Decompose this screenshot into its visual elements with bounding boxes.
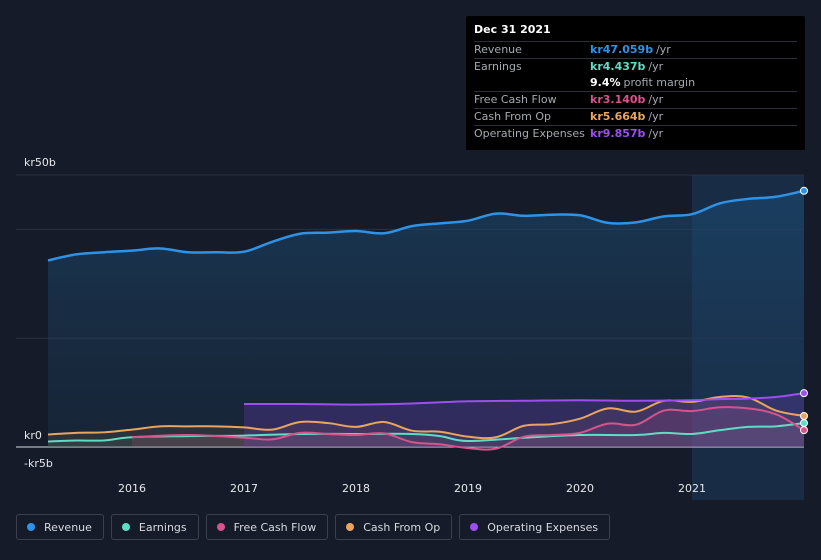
tooltip-row: Cash From Op kr5.664b/yr bbox=[474, 108, 797, 125]
tooltip-value: 9.4% bbox=[590, 76, 621, 89]
tooltip-row: Free Cash Flow kr3.140b/yr bbox=[474, 91, 797, 108]
area-free-cash-flow bbox=[132, 407, 804, 450]
tooltip-row: Earnings kr4.437b/yr bbox=[474, 58, 797, 75]
legend-item-free-cash-flow[interactable]: Free Cash Flow bbox=[205, 514, 329, 540]
x-tick-label: 2018 bbox=[342, 482, 370, 495]
tooltip-unit: /yr bbox=[648, 110, 664, 123]
x-axis-ticks: 2016 2017 2018 2019 2020 2021 bbox=[118, 482, 706, 495]
tooltip-label: Cash From Op bbox=[474, 110, 552, 123]
end-marker-cash-from-op bbox=[800, 411, 808, 420]
x-tick-label: 2019 bbox=[454, 482, 482, 495]
tooltip-label bbox=[474, 75, 590, 91]
tooltip-label: Earnings bbox=[474, 60, 522, 73]
tooltip-value: kr3.140b bbox=[590, 93, 646, 106]
tooltip-value: kr4.437b bbox=[590, 60, 646, 73]
tooltip-value: kr47.059b bbox=[590, 43, 654, 56]
chart: kr50b kr0 -kr5b 2016 2017 2018 2019 2020 2021 bbox=[16, 156, 808, 500]
legend-item-revenue[interactable]: Revenue bbox=[16, 514, 104, 540]
legend-dot-icon bbox=[346, 523, 355, 531]
y-axis-ticks: kr50b kr0 -kr5b bbox=[24, 156, 56, 470]
tooltip-row: Revenue kr47.059b/yr bbox=[474, 41, 797, 58]
tooltip-row: Operating Expenses kr9.857b/yr bbox=[474, 125, 797, 142]
legend-label: Revenue bbox=[44, 520, 92, 534]
tooltip-unit: /yr bbox=[656, 43, 671, 56]
legend-dot-icon bbox=[216, 523, 225, 531]
end-marker-earnings bbox=[800, 419, 808, 428]
tooltip-date: Dec 31 2021 bbox=[474, 23, 551, 36]
chart-legend: Revenue Earnings Free Cash Flow Cash From O… bbox=[16, 514, 611, 540]
tooltip-value: kr5.664b bbox=[590, 110, 646, 123]
tooltip-unit: profit margin bbox=[623, 76, 696, 89]
y-tick-label: kr0 bbox=[24, 429, 42, 442]
x-tick-label: 2020 bbox=[566, 482, 594, 495]
y-tick-label: kr50b bbox=[24, 156, 56, 169]
line-revenue bbox=[47, 189, 805, 262]
tooltip-unit: /yr bbox=[648, 60, 664, 73]
tooltip-label: Revenue bbox=[474, 43, 522, 56]
legend-label: Earnings bbox=[138, 520, 187, 534]
legend-item-cash-from-op[interactable]: Cash From Op bbox=[335, 514, 453, 540]
x-tick-label: 2017 bbox=[230, 482, 258, 495]
tooltip-label: Operating Expenses bbox=[474, 127, 585, 140]
legend-label: Cash From Op bbox=[363, 520, 441, 534]
x-tick-label: 2016 bbox=[118, 482, 146, 495]
data-tooltip: Dec 31 2021 Revenue kr47.059b/yr Earnings k… bbox=[466, 16, 805, 150]
series-end-markers bbox=[800, 186, 808, 435]
x-tick-label: 2021 bbox=[678, 482, 706, 495]
end-marker-free-cash-flow bbox=[800, 426, 808, 435]
series-lines bbox=[47, 189, 805, 451]
end-marker-operating-expenses bbox=[800, 389, 808, 398]
legend-dot-icon bbox=[470, 523, 479, 531]
tooltip-label: Free Cash Flow bbox=[474, 93, 557, 106]
tooltip-rows: Revenue kr47.059b/yr Earnings kr4.437b/yr 9.… bbox=[474, 41, 797, 142]
legend-item-earnings[interactable]: Earnings bbox=[110, 514, 199, 540]
y-tick-label: -kr5b bbox=[24, 457, 53, 470]
tooltip-unit: /yr bbox=[648, 93, 664, 106]
legend-dot-icon bbox=[27, 523, 35, 531]
area-revenue bbox=[48, 190, 804, 447]
tooltip-row: 9.4% profit margin bbox=[474, 75, 797, 91]
tooltip-unit: /yr bbox=[648, 127, 664, 140]
legend-label: Operating Expenses bbox=[487, 520, 599, 534]
line-operating-expenses bbox=[243, 392, 805, 406]
legend-item-operating-expenses[interactable]: Operating Expenses bbox=[459, 514, 611, 540]
tooltip-value: kr9.857b bbox=[590, 127, 646, 140]
legend-label: Free Cash Flow bbox=[233, 520, 317, 534]
end-marker-revenue bbox=[800, 186, 808, 195]
legend-dot-icon bbox=[121, 523, 130, 531]
line-free-cash-flow bbox=[131, 406, 805, 451]
